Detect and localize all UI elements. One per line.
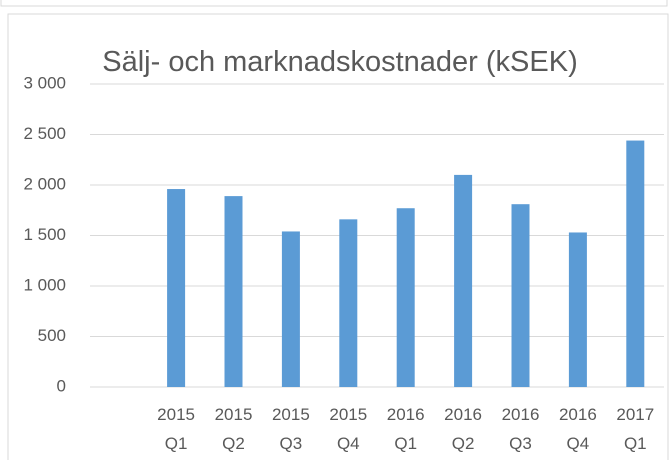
y-tick-label: 2 500 (23, 124, 66, 143)
bar (454, 174, 473, 387)
x-tick-label: 2015 Q3 (271, 405, 310, 453)
x-tick-label: 2016 Q3 (501, 405, 540, 453)
bar (339, 219, 358, 387)
chart-title: Sälj- och marknadskostnader (kSEK) (102, 46, 578, 78)
bar (626, 140, 645, 387)
x-tick-label: 2015 Q4 (329, 405, 368, 453)
bar (511, 204, 530, 387)
y-tick-label: 2 000 (23, 174, 66, 193)
x-tick-label: 2016 Q2 (444, 405, 482, 453)
bar (396, 208, 415, 387)
x-tick-label: 2016 Q4 (558, 405, 597, 453)
x-tick-label: 2017 Q1 (616, 405, 655, 453)
bar (167, 189, 186, 387)
bar (568, 232, 587, 387)
x-tick-label: 2015 Q2 (214, 405, 253, 453)
y-tick-label: 1 000 (23, 275, 66, 294)
x-tick-label: 2016 Q1 (386, 405, 425, 453)
bar (281, 231, 300, 387)
frame-top (0, 0, 668, 7)
bar (224, 196, 243, 387)
y-tick-label: 1 500 (23, 225, 66, 244)
chart-frame (7, 13, 669, 460)
y-tick-label: 500 (38, 326, 66, 345)
y-tick-label: 3 000 (23, 73, 66, 92)
y-tick-label: 0 (57, 376, 66, 395)
x-tick-label: 2015 Q1 (157, 405, 195, 453)
